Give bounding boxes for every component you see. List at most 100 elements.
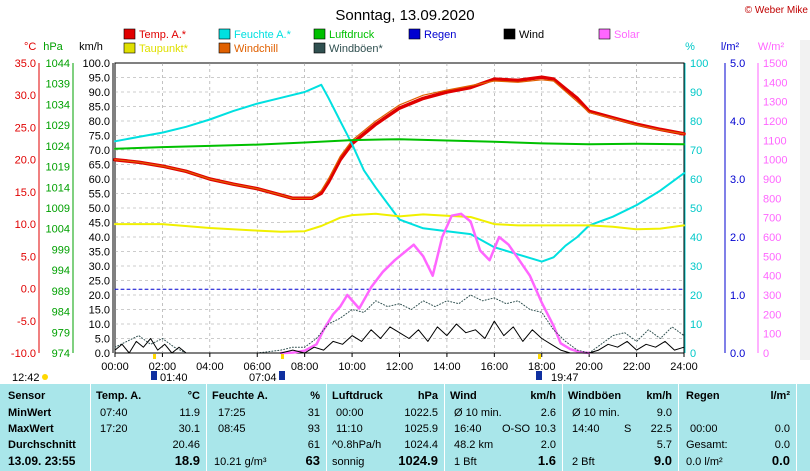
y-tick-label: 75.0 — [89, 131, 110, 143]
y-tick-label: 0 — [763, 348, 769, 360]
y-tick-label: 90.0 — [89, 87, 110, 99]
statistics-table: Sensor MinWert MaxWert Durchschnitt 13.0… — [0, 384, 810, 471]
rain-unit: l/m² — [770, 390, 790, 402]
legend-swatch — [123, 28, 136, 40]
y-tick-label: 45.0 — [89, 218, 110, 230]
y-tick-label: 95.0 — [89, 73, 110, 85]
legend-label: Solar — [614, 29, 640, 41]
y-tick-label: 70.0 — [89, 145, 110, 157]
legend: Temp. A.* Feuchte A.* Luftdruck Regen Wind So… — [123, 28, 640, 55]
pressure-avg-value: 1024.4 — [404, 439, 438, 451]
y-tick-label: 80 — [690, 116, 702, 128]
y-tick-label: 25.0 — [89, 276, 110, 288]
y-tick-label: 200 — [763, 309, 781, 321]
y-tick-label: 10 — [690, 319, 702, 331]
pressure-max-value: 1025.9 — [404, 423, 438, 435]
y-tick-label: 20 — [690, 290, 702, 302]
humidity-max-time: 08:45 — [218, 423, 246, 435]
y-tick-label: 5.0 — [730, 58, 745, 70]
humidity-min-time: 17:25 — [218, 407, 246, 419]
row-label-avg: Durchschnitt — [8, 439, 76, 451]
axis-unit-label: % — [685, 41, 695, 53]
right-edge-strip — [800, 40, 810, 360]
row-label-current: 13.09. 23:55 — [8, 454, 76, 468]
y-tick-label: 1.0 — [730, 290, 745, 302]
humidity-min-value: 31 — [307, 407, 320, 419]
row-label-max: MaxWert — [8, 423, 54, 435]
y-tick-label: 1500 — [763, 58, 787, 70]
gust-avg-value: 5.7 — [656, 439, 672, 451]
rain-rate: 0.0 l/m² — [686, 456, 723, 468]
wind-max-time: 16:40 — [454, 423, 482, 435]
y-tick-label: 70 — [690, 145, 702, 157]
y-tick-label: 5.0 — [95, 334, 110, 346]
pressure-forecast: sonnig — [332, 456, 365, 468]
gust-bft: 2 Bft — [572, 456, 595, 468]
temp-header: Temp. A. — [96, 390, 142, 402]
y-tick-label: -5.0 — [17, 316, 36, 328]
series-line — [114, 138, 685, 150]
legend-label: Temp. A.* — [139, 29, 187, 41]
gust-max-time: 14:40 — [572, 423, 600, 435]
gust-header: Windböen — [568, 390, 622, 402]
y-tick-label: 989 — [52, 286, 70, 298]
y-tick-label: 3.0 — [730, 174, 745, 186]
x-tick-label: 20:00 — [575, 361, 603, 373]
legend-swatch — [598, 28, 611, 40]
temp-max-value: 30.1 — [178, 423, 200, 435]
y-tick-label: 1044 — [46, 58, 70, 70]
humidity-avg-value: 61 — [307, 439, 320, 451]
y-tick-label: 0.0 — [730, 348, 745, 360]
x-tick-label: 02:00 — [149, 361, 177, 373]
rain-header: Regen — [686, 390, 720, 402]
legend-label: Feuchte A.* — [234, 29, 292, 41]
y-tick-label: 1019 — [46, 162, 70, 174]
weather-chart: Sonntag, 13.09.2020 © Weber Mike Temp. A… — [11, 5, 810, 384]
wind-max-value: 10.3 — [534, 423, 556, 435]
sun-marker — [42, 374, 48, 380]
x-tick-label: 18:00 — [528, 361, 556, 373]
row-label-min: MinWert — [8, 407, 52, 419]
temp-current-value: 18.9 — [174, 453, 200, 468]
y-tick-label: 10.0 — [89, 319, 110, 331]
rain-total-value: 0.0 — [774, 439, 790, 451]
legend-swatch — [313, 28, 326, 40]
y-tick-label: 100.0 — [82, 58, 110, 70]
y-tick-label: 35.0 — [15, 58, 36, 70]
y-tick-label: 400 — [763, 271, 781, 283]
wind-bft: 1 Bft — [454, 456, 477, 468]
y-tick-label: 55.0 — [89, 189, 110, 201]
pressure-current-value: 1024.9 — [398, 453, 438, 468]
y-axes: 35.0 30.0 25.0 20.0 15.0 10.0 5.0 0.0 -5.0 -10.0 1… — [11, 58, 788, 360]
x-tick-label: 14:00 — [433, 361, 461, 373]
x-axis: 00:00 02:00 04:00 06:00 08:00 10:00 12:00 14:00… — [101, 353, 698, 373]
wind-max-direction: O-SO — [502, 423, 531, 435]
series-line — [114, 79, 685, 199]
y-tick-label: 1009 — [46, 203, 70, 215]
y-tick-label: 974 — [52, 348, 70, 360]
y-tick-label: 4.0 — [730, 116, 745, 128]
y-tick-label: 999 — [52, 244, 70, 256]
legend-label: Windchill — [234, 43, 278, 55]
y-tick-label: 30.0 — [15, 90, 36, 102]
y-tick-label: 50 — [690, 203, 702, 215]
y-tick-label: 700 — [763, 213, 781, 225]
y-tick-label: 40.0 — [89, 232, 110, 244]
x-tick-label: 24:00 — [670, 361, 698, 373]
x-tick-label: 16:00 — [481, 361, 509, 373]
x-tick-label: 08:00 — [291, 361, 319, 373]
y-tick-label: 600 — [763, 232, 781, 244]
gust-current-value: 9.0 — [653, 453, 672, 468]
y-tick-label: 30 — [690, 261, 702, 273]
y-tick-label: 1000 — [763, 155, 787, 167]
legend-label: Wind — [519, 29, 544, 41]
humidity-absolute: 10.21 g/m³ — [214, 456, 267, 468]
y-tick-label: 1400 — [763, 77, 787, 89]
y-tick-label: 0.0 — [95, 348, 110, 360]
legend-swatch — [313, 42, 326, 54]
y-tick-label: 30.0 — [89, 261, 110, 273]
y-tick-label: 1039 — [46, 79, 70, 91]
axis-unit-label: km/h — [79, 41, 103, 53]
rain-current-value: 0.0 — [771, 453, 790, 468]
y-tick-label: 65.0 — [89, 160, 110, 172]
